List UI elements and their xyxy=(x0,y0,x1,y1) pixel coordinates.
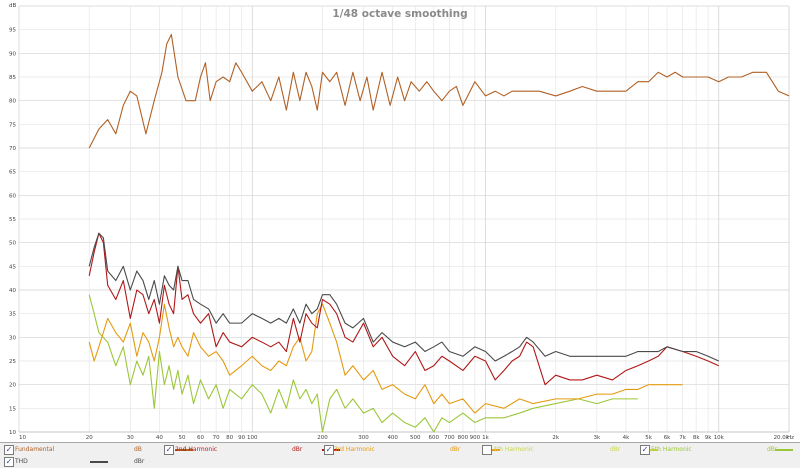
y-tick-label: 10 xyxy=(9,430,16,436)
legend-checkbox-thd[interactable]: ✓ xyxy=(4,457,14,467)
x-tick-label: 8k xyxy=(693,435,700,441)
legend-checkbox-4th-harmonic[interactable] xyxy=(482,445,492,455)
x-tick-label: 300 xyxy=(358,435,369,441)
legend-row-2: ✓ THD dBr xyxy=(0,456,800,468)
y-tick-label: 85 xyxy=(9,75,16,81)
legend-checkbox-5th-harmonic[interactable]: ✓ xyxy=(640,445,650,455)
chart-title: 1/48 octave smoothing xyxy=(332,8,467,20)
x-tick-label: 1k xyxy=(482,435,489,441)
x-tick-label: 30 xyxy=(127,435,134,441)
legend-unit-4th-harmonic: dBr xyxy=(610,446,621,453)
legend-unit-thd: dBr xyxy=(134,458,145,465)
series-lines xyxy=(88,33,790,433)
x-tick-label: 500 xyxy=(410,435,421,441)
y-tick-label: 90 xyxy=(9,51,16,57)
x-tick-label: 5k xyxy=(645,435,652,441)
legend-bar: ✓ Fundamental dB ✓ 2nd Harmonic dBr ✓ 3rd Harmo… xyxy=(0,442,800,468)
x-tick-label: 400 xyxy=(387,435,398,441)
y-tick-label: 15 xyxy=(9,406,16,412)
legend-label-2nd-harmonic: 2nd Harmonic xyxy=(175,446,218,453)
x-tick-label: 600 xyxy=(429,435,440,441)
series-line-thd xyxy=(88,232,720,362)
legend-swatch-thd xyxy=(90,461,108,463)
y-tick-labels: 10 15 20 25 30 35 40 45 50 55 60 65 70 75 80 85 90 95 xyxy=(9,28,16,436)
series-line-fundamental xyxy=(88,33,790,149)
x-tick-label: 800 xyxy=(458,435,469,441)
x-tick-label: 2k xyxy=(552,435,559,441)
y-tick-label: 65 xyxy=(9,170,16,176)
x-unit-label: Hz xyxy=(787,435,794,441)
y-tick-label: 55 xyxy=(9,217,16,223)
x-tick-label: 700 xyxy=(444,435,455,441)
legend-unit-fundamental: dB xyxy=(134,446,142,453)
x-tick-labels: 10 20 30 40 50 60 70 80 90 100 200 300 400 500 600 700 8… xyxy=(19,435,790,441)
legend-row-1: ✓ Fundamental dB ✓ 2nd Harmonic dBr ✓ 3rd Harmo… xyxy=(0,444,800,456)
x-tick-label: 20.0k xyxy=(774,435,790,441)
x-tick-label: 4k xyxy=(623,435,630,441)
legend-unit-2nd-harmonic: dBr xyxy=(292,446,303,453)
y-tick-label: 95 xyxy=(9,28,16,34)
legend-unit-5th-harmonic: dBr xyxy=(767,446,778,453)
x-tick-label: 60 xyxy=(197,435,204,441)
legend-swatch-5th-harmonic xyxy=(775,449,793,451)
x-tick-label: 3k xyxy=(593,435,600,441)
x-tick-label: 50 xyxy=(179,435,186,441)
x-tick-label: 900 xyxy=(470,435,481,441)
x-tick-label: 70 xyxy=(213,435,220,441)
x-tick-label: 9k xyxy=(705,435,712,441)
legend-checkbox-3rd-harmonic[interactable]: ✓ xyxy=(324,445,334,455)
legend-unit-3rd-harmonic: dBr xyxy=(450,446,461,453)
x-tick-label: 10 xyxy=(19,435,26,441)
x-tick-label: 90 xyxy=(238,435,245,441)
legend-label-5th-harmonic: 5th Harmonic xyxy=(651,446,692,453)
y-tick-label: 50 xyxy=(9,241,16,247)
legend-swatch-fundamental xyxy=(175,449,193,451)
y-tick-label: 45 xyxy=(9,264,16,270)
y-tick-label: 75 xyxy=(9,122,16,128)
x-tick-label: 10k xyxy=(714,435,725,441)
legend-label-thd: THD xyxy=(15,458,28,465)
y-tick-label: 25 xyxy=(9,359,16,365)
x-tick-label: 200 xyxy=(317,435,328,441)
x-tick-label: 7k xyxy=(679,435,686,441)
legend-label-fundamental: Fundamental xyxy=(15,446,55,453)
x-tick-label: 6k xyxy=(664,435,671,441)
y-tick-label: 80 xyxy=(9,99,16,105)
x-tick-label: 40 xyxy=(156,435,163,441)
chart-area[interactable]: 10 15 20 25 30 35 40 45 50 55 60 65 70 75 80 85 90 95 10 2… xyxy=(0,0,800,442)
x-tick-label: 20 xyxy=(86,435,93,441)
y-tick-label: 40 xyxy=(9,288,16,294)
legend-label-4th-harmonic: 4th Harmonic xyxy=(493,446,534,453)
legend-checkbox-fundamental[interactable]: ✓ xyxy=(4,445,14,455)
series-line-5th-harmonic xyxy=(88,294,638,433)
y-tick-label: 20 xyxy=(9,383,16,389)
y-unit-label: dB xyxy=(9,3,16,9)
x-tick-label: 80 xyxy=(226,435,233,441)
y-tick-label: 70 xyxy=(9,146,16,152)
y-tick-label: 60 xyxy=(9,193,16,199)
chart-svg[interactable]: 10 15 20 25 30 35 40 45 50 55 60 65 70 75 80 85 90 95 10 2… xyxy=(0,0,800,442)
series-line-2nd-harmonic xyxy=(88,232,720,386)
y-tick-label: 35 xyxy=(9,312,16,318)
legend-label-3rd-harmonic: 3rd Harmonic xyxy=(334,446,375,453)
x-tick-label: 100 xyxy=(247,435,258,441)
legend-checkbox-2nd-harmonic[interactable]: ✓ xyxy=(164,445,174,455)
y-tick-label: 30 xyxy=(9,335,16,341)
series-line-3rd-harmonic xyxy=(88,303,683,414)
